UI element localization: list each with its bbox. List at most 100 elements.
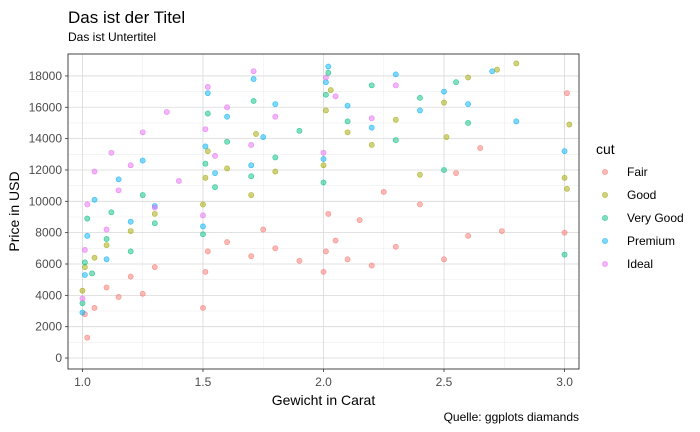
point-fair [465,232,472,239]
point-ideal [163,109,170,115]
point-premium [368,124,375,131]
point-good [344,129,351,136]
point-ideal [79,295,86,302]
point-ideal [332,93,339,100]
point-very-good [212,184,218,191]
point-fair [368,262,375,269]
point-fair [139,290,146,297]
x-tick-label: 1.5 [195,375,212,389]
point-ideal [248,141,255,148]
x-axis-ticks: 1.0 1.5 2.0 2.5 3.0 [74,369,573,389]
y-tick-label: 8000 [35,226,62,240]
point-premium [248,162,255,169]
point-fair [561,229,568,236]
point-premium [204,90,211,97]
point-premium [81,272,88,278]
point-ideal [200,212,206,219]
point-premium [260,134,267,140]
point-premium [344,102,351,109]
y-tick-label: 18000 [29,69,63,83]
point-fair [115,294,122,300]
point-good [200,201,206,208]
point-ideal [115,187,122,194]
y-tick-label: 16000 [29,100,63,114]
point-very-good [368,82,375,89]
point-fair [151,264,158,271]
point-premium [212,170,218,176]
legend-label-good: Good [627,188,656,202]
point-very-good [204,110,211,117]
point-ideal [224,104,230,111]
point-ideal [91,168,98,175]
point-very-good [84,215,91,222]
point-premium [91,196,98,203]
point-good [392,116,399,123]
point-ideal [175,178,182,184]
point-premium [139,157,146,164]
point-fair [332,237,339,244]
y-tick-label: 2000 [35,320,62,334]
point-premium [224,113,230,120]
point-good [494,66,500,73]
point-fair [84,334,91,341]
point-ideal [323,74,329,81]
point-ideal [392,82,399,89]
point-fair [127,273,134,280]
point-ideal [151,204,158,211]
point-very-good [417,94,423,101]
point-premium [79,309,86,316]
point-fair [380,189,387,195]
point-good [566,121,573,128]
x-tick-label: 1.0 [74,375,91,389]
point-fair [320,268,327,275]
point-ideal [250,68,257,75]
point-ideal [81,246,88,253]
point-good [443,134,450,140]
point-good [253,131,259,137]
point-very-good [250,98,257,104]
point-premium [84,232,91,239]
point-ideal [320,149,327,156]
point-very-good [81,259,88,266]
point-good [327,87,334,93]
y-tick-label: 6000 [35,257,62,271]
point-very-good [320,179,327,186]
data-points [79,60,573,341]
point-ideal [272,113,279,120]
x-tick-label: 3.0 [556,375,573,389]
point-ideal [108,149,115,156]
point-premium [392,71,399,78]
point-fair [224,239,230,245]
point-premium [465,101,472,108]
point-ideal [202,126,209,133]
y-axis-ticks: 0 2000 4000 6000 8000 10000 12000 14000 16000 180… [29,69,68,365]
y-axis-title: Price in USD [6,171,22,251]
point-premium [513,118,520,125]
point-very-good [127,248,134,255]
point-ideal [204,84,211,90]
point-very-good [202,160,209,167]
legend-key-fair [602,169,608,175]
legend-key-premium [602,238,608,244]
point-very-good [139,192,146,198]
point-fair [417,201,423,208]
point-good [248,192,255,198]
point-good [320,162,327,169]
point-fair [392,243,399,250]
point-premium [115,176,122,183]
point-fair [441,256,447,263]
point-very-good [441,167,447,173]
x-tick-label: 2.0 [315,375,332,389]
point-very-good [392,137,399,144]
point-fair [200,304,206,311]
point-premium [561,148,568,155]
point-very-good [151,220,158,227]
y-tick-label: 4000 [35,288,62,302]
legend-items: Fair Good Very Good Premium Ideal [602,165,684,271]
point-good [127,228,134,234]
legend-title: cut [596,141,615,157]
point-very-good [272,154,279,161]
point-ideal [212,152,218,159]
point-good [561,174,568,181]
